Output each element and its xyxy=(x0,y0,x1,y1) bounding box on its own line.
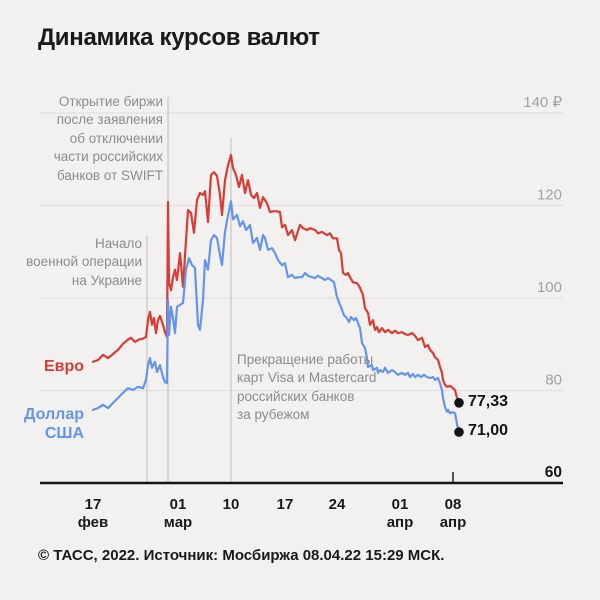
annotation-swift-line: об отключении xyxy=(69,130,163,146)
y-tick-label-140: 140 ₽ xyxy=(523,94,562,111)
x-tick-day-17: 17 xyxy=(277,496,294,513)
end-value-usd: 71,00 xyxy=(468,422,509,439)
end-value-euro: 77,33 xyxy=(468,393,509,410)
y-tick-label-120: 120 xyxy=(537,187,562,204)
x-tick-day-08-апр: 08 xyxy=(445,496,462,513)
x-tick-day-17-фев: 17 xyxy=(85,496,102,513)
source-credit: © ТАСС, 2022. Источник: Мосбиржа 08.04.2… xyxy=(38,547,445,564)
annotation-swift: Открытие биржи после заявления об отключ… xyxy=(54,93,163,185)
annotation-visa-line: карт Visa и Mastercard xyxy=(237,370,377,386)
annotation-swift-line: банков от SWIFT xyxy=(56,167,163,183)
x-tick-day-10: 10 xyxy=(223,496,240,513)
page-title: Динамика курсов валют xyxy=(38,24,320,51)
end-dot-euro xyxy=(454,398,464,408)
end-dot-usd xyxy=(454,427,464,437)
y-tick-label-60: 60 xyxy=(545,464,562,481)
series-label-usd-line1: Доллар xyxy=(24,406,84,423)
y-tick-label-80: 80 xyxy=(545,372,562,389)
annotation-visa-line: за рубежом xyxy=(237,407,310,423)
x-tick-day-01-мар: 01 xyxy=(170,496,187,513)
series-line-usd xyxy=(91,200,461,434)
annotation-visa-mastercard: Прекращение работы карт Visa и Mastercar… xyxy=(237,351,376,425)
annotation-visa-line: Прекращение работы xyxy=(237,352,374,367)
x-tick-month-фев: фев xyxy=(78,514,109,531)
annotation-war-line: Начало xyxy=(94,236,142,251)
x-tick-month-апр: апр xyxy=(440,514,467,531)
x-tick-day-24: 24 xyxy=(329,496,346,513)
y-tick-label-100: 100 xyxy=(537,279,562,296)
x-tick-day-01-апр: 01 xyxy=(392,496,409,513)
x-tick-month-апр: апр xyxy=(387,514,414,531)
series-label-usd: Доллар США xyxy=(24,406,84,443)
annotation-swift-line: Открытие биржи xyxy=(58,94,163,109)
annotation-swift-line: после заявления xyxy=(56,112,163,128)
annotation-visa-line: российских банков xyxy=(237,388,355,404)
annotation-war-line: на Украине xyxy=(71,272,142,288)
series-line-euro xyxy=(91,154,461,404)
annotation-war-start: Начало военной операции на Украине xyxy=(26,235,142,290)
annotation-swift-line: части российских xyxy=(53,149,163,165)
annotation-war-line: военной операции xyxy=(26,254,142,270)
x-tick-month-мар: мар xyxy=(164,514,192,531)
series-label-usd-line2: США xyxy=(44,424,84,442)
series-label-euro: Евро xyxy=(43,358,84,375)
